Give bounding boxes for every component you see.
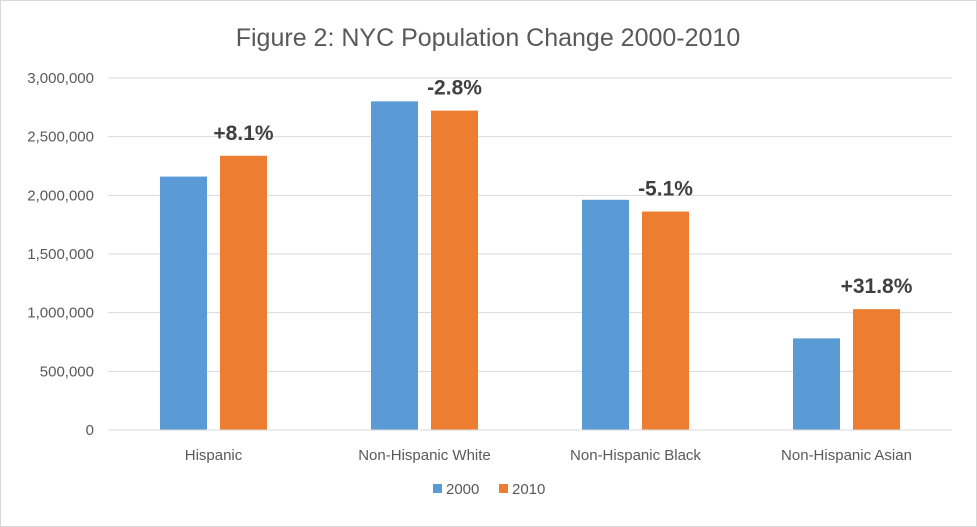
- y-tick-label: 2,500,000: [27, 129, 94, 146]
- change-label: +31.8%: [841, 275, 913, 298]
- bar-2000-non-hispanic-asian: [793, 338, 840, 430]
- bar-2000-non-hispanic-white: [371, 101, 418, 430]
- legend-label-2000: 2000: [446, 481, 479, 498]
- legend-label-2010: 2010: [512, 481, 545, 498]
- y-tick-label: 500,000: [40, 363, 94, 380]
- y-tick-label: 2,000,000: [27, 187, 94, 204]
- category-labels: Hispanic Non-Hispanic White Non-Hispanic B…: [185, 447, 912, 464]
- y-tick-label: 0: [86, 422, 94, 439]
- category-label: Non-Hispanic White: [358, 447, 491, 464]
- bar-2010-non-hispanic-asian: [853, 309, 900, 430]
- change-label: +8.1%: [213, 122, 273, 145]
- legend-swatch-2010: [499, 484, 508, 493]
- category-label: Non-Hispanic Black: [570, 447, 701, 464]
- y-tick-label: 1,500,000: [27, 246, 94, 263]
- change-label: -2.8%: [427, 77, 482, 100]
- category-label: Non-Hispanic Asian: [781, 447, 912, 464]
- bars: [160, 101, 900, 431]
- y-tick-label: 3,000,000: [27, 70, 94, 87]
- bar-2000-hispanic: [160, 176, 207, 430]
- data-labels: +8.1% -2.8% -5.1% +31.8%: [213, 77, 912, 299]
- bar-2010-hispanic: [220, 155, 267, 431]
- y-tick-label: 1,000,000: [27, 305, 94, 322]
- bar-2010-non-hispanic-white: [431, 110, 478, 431]
- bar-2010-non-hispanic-black: [642, 211, 689, 430]
- bar-2000-non-hispanic-black: [582, 199, 629, 430]
- legend: 2000 2010: [433, 481, 545, 498]
- chart-title: Figure 2: NYC Population Change 2000-201…: [236, 24, 741, 52]
- legend-swatch-2000: [433, 484, 442, 493]
- category-label: Hispanic: [185, 447, 243, 464]
- change-label: -5.1%: [638, 178, 693, 201]
- y-axis-labels: 0 500,000 1,000,000 1,500,000 2,000,000 2,500…: [27, 70, 94, 439]
